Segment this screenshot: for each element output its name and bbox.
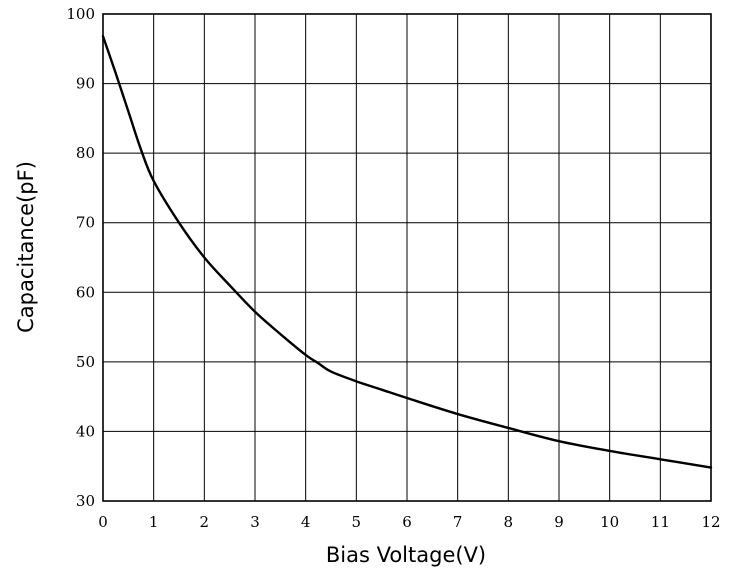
y-axis-title: Capacitance(pF) (14, 161, 38, 333)
x-tick-label: 11 (651, 513, 670, 531)
plot-frame (102, 13, 712, 502)
grid-lines (102, 13, 712, 502)
x-tick-label: 9 (554, 513, 564, 531)
y-tick-label: 50 (76, 353, 95, 371)
x-tick-label: 0 (98, 513, 108, 531)
y-tick-label: 100 (66, 5, 95, 23)
x-tick-label: 3 (250, 513, 260, 531)
plot-border (102, 13, 712, 502)
y-tick-label: 80 (76, 144, 95, 162)
x-tick-label: 4 (301, 513, 311, 531)
y-tick-labels: 30 40 50 60 70 80 90 100 (66, 5, 95, 510)
y-tick-label: 40 (76, 422, 95, 440)
x-tick-label: 12 (701, 513, 720, 531)
capacitance-curve (101, 35, 713, 469)
x-tick-label: 1 (149, 513, 159, 531)
y-tick-label: 60 (76, 283, 95, 301)
x-tick-label: 2 (200, 513, 210, 531)
x-tick-label: 8 (504, 513, 514, 531)
y-tick-label: 90 (76, 75, 95, 93)
x-tick-label: 5 (352, 513, 362, 531)
x-tick-label: 6 (402, 513, 412, 531)
x-tick-labels: 0 1 2 3 4 5 6 7 8 9 10 11 12 (98, 513, 720, 531)
y-tick-label: 70 (76, 214, 95, 232)
x-tick-label: 10 (600, 513, 619, 531)
y-tick-label: 30 (76, 492, 95, 510)
x-axis-title: Bias Voltage(V) (326, 543, 486, 567)
x-tick-label: 7 (453, 513, 463, 531)
series-lines (101, 35, 713, 469)
